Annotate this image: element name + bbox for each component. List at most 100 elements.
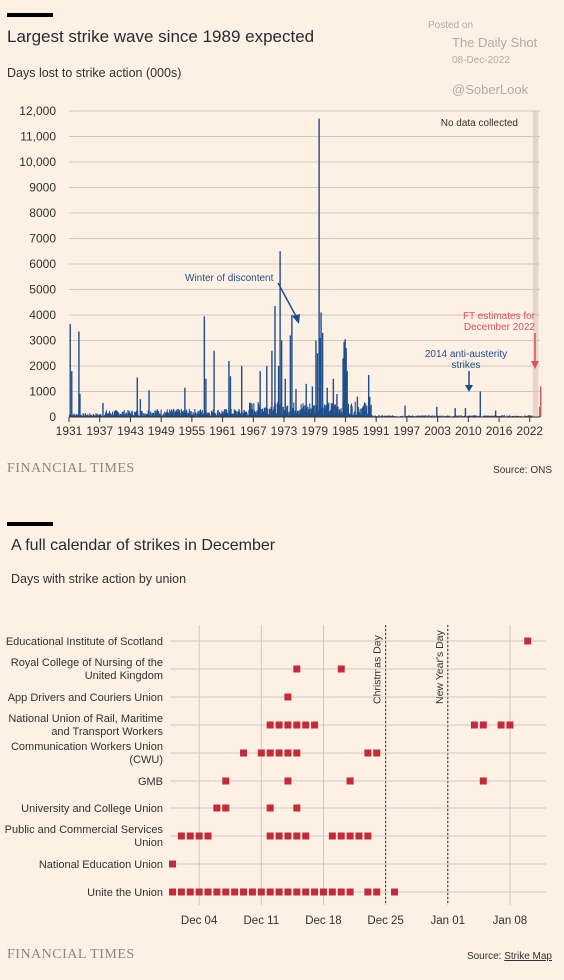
strike-day-marker bbox=[275, 832, 283, 840]
background-bar bbox=[149, 415, 151, 417]
spike-bar bbox=[316, 353, 319, 417]
spike-bar bbox=[540, 386, 542, 417]
background-bar bbox=[264, 407, 266, 417]
background-bar bbox=[448, 415, 450, 417]
spike-bar bbox=[356, 396, 359, 417]
strike-map-link[interactable]: Strike Map bbox=[504, 951, 552, 962]
background-bar bbox=[447, 415, 449, 417]
background-bar bbox=[175, 410, 177, 417]
spike-bar bbox=[332, 378, 335, 417]
background-bar bbox=[287, 405, 289, 417]
background-bar bbox=[334, 412, 336, 417]
background-bar bbox=[381, 415, 383, 417]
background-bar bbox=[159, 415, 162, 417]
background-bar bbox=[154, 410, 156, 417]
union-label-line1: Public and Commercial Services bbox=[5, 824, 164, 836]
background-bar bbox=[440, 415, 442, 417]
chart2-subtitle: Days with strike action by union bbox=[11, 572, 187, 586]
union-label-line1: National Union of Rail, Maritime bbox=[8, 713, 163, 725]
background-bar bbox=[76, 414, 78, 417]
strike-day-marker bbox=[311, 721, 319, 729]
spike-bar bbox=[311, 386, 314, 417]
background-bar bbox=[236, 411, 238, 417]
background-bar bbox=[365, 406, 367, 417]
source-prefix: Source: bbox=[466, 951, 505, 962]
background-bar bbox=[358, 413, 360, 417]
background-bar bbox=[473, 415, 475, 417]
background-bar bbox=[328, 402, 330, 417]
background-bar bbox=[292, 408, 294, 417]
spike-bar bbox=[345, 348, 347, 417]
background-bar bbox=[330, 402, 332, 417]
background-bar bbox=[193, 415, 195, 417]
strike-day-marker bbox=[177, 832, 185, 840]
spike-bar bbox=[315, 340, 317, 417]
background-bar bbox=[190, 411, 192, 417]
background-bar bbox=[128, 410, 130, 417]
background-bar bbox=[179, 412, 181, 417]
strike-day-marker bbox=[337, 888, 345, 896]
background-bar bbox=[152, 412, 154, 417]
background-bar bbox=[419, 415, 421, 417]
background-bar bbox=[272, 409, 275, 417]
background-bar bbox=[262, 411, 264, 417]
strike-day-marker bbox=[319, 888, 327, 896]
background-bar bbox=[94, 415, 96, 417]
background-bar bbox=[261, 413, 263, 417]
background-bar bbox=[436, 415, 439, 417]
background-bar bbox=[132, 414, 134, 417]
background-bar bbox=[167, 412, 169, 417]
background-bar bbox=[197, 411, 199, 417]
union-label: National Education Union bbox=[39, 859, 163, 871]
background-bar bbox=[161, 415, 163, 417]
background-bar bbox=[146, 414, 148, 417]
background-bar bbox=[217, 410, 219, 417]
background-bar bbox=[190, 414, 192, 417]
spike-bar bbox=[205, 378, 207, 417]
background-bar bbox=[491, 415, 493, 417]
background-bar bbox=[448, 415, 450, 417]
background-bar bbox=[117, 412, 119, 417]
background-bar bbox=[144, 413, 146, 417]
strike-day-marker bbox=[293, 804, 301, 812]
background-bar bbox=[231, 413, 233, 417]
background-bar bbox=[297, 413, 299, 417]
background-bar bbox=[468, 415, 471, 417]
x-tick-label: 1949 bbox=[148, 424, 175, 438]
watermark-date: 08-Dec-2022 bbox=[452, 55, 510, 66]
background-bar bbox=[235, 410, 237, 417]
background-bar bbox=[162, 413, 165, 417]
background-bar bbox=[306, 411, 308, 417]
background-bar bbox=[490, 415, 492, 417]
background-bar bbox=[135, 410, 138, 417]
background-bar bbox=[431, 415, 433, 417]
background-bar bbox=[339, 413, 342, 417]
background-bar bbox=[73, 414, 76, 417]
background-bar bbox=[258, 404, 260, 417]
winter-arrow bbox=[277, 282, 298, 319]
strike-day-marker bbox=[275, 721, 283, 729]
background-bar bbox=[99, 415, 101, 417]
strike-day-marker bbox=[240, 888, 248, 896]
background-bar bbox=[296, 413, 298, 417]
background-bar bbox=[159, 413, 161, 417]
background-bar bbox=[378, 415, 380, 417]
union-label: App Drivers and Couriers Union bbox=[8, 692, 163, 704]
background-bar bbox=[328, 412, 330, 417]
background-bar bbox=[301, 408, 303, 417]
background-bar bbox=[389, 415, 391, 417]
background-bar bbox=[183, 410, 185, 417]
chart1-footer-brand: FINANCIAL TIMES bbox=[7, 461, 135, 476]
strike-day-marker bbox=[337, 665, 345, 673]
background-bar bbox=[531, 415, 533, 417]
x-tick-label: 2003 bbox=[424, 424, 451, 438]
spike-bar bbox=[343, 341, 345, 417]
chart1-subtitle: Days lost to strike action (000s) bbox=[7, 66, 182, 80]
background-bar bbox=[175, 410, 177, 417]
background-bar bbox=[172, 408, 174, 417]
background-bar bbox=[512, 415, 514, 417]
background-bar bbox=[311, 409, 313, 417]
background-bar bbox=[294, 410, 296, 417]
background-bar bbox=[246, 413, 248, 417]
strike-day-marker bbox=[346, 888, 354, 896]
